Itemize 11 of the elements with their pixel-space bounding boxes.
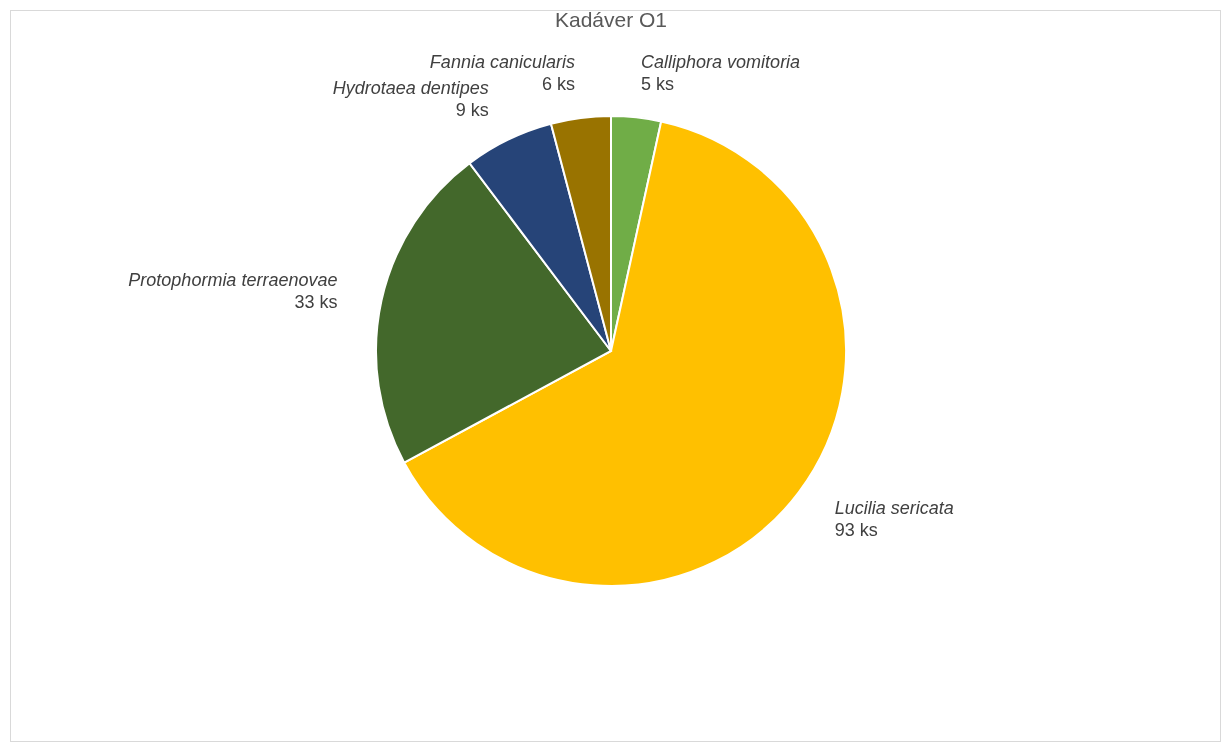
slice-label: Hydrotaea dentipes: [332, 78, 489, 99]
data-label: 5 ks: [641, 73, 675, 94]
slice-label: Lucilia sericata: [834, 498, 954, 519]
chart-title: Kadáver O1: [554, 8, 668, 31]
slice-label: Calliphora vomitoria: [641, 51, 801, 72]
data-label: 9 ks: [455, 100, 489, 121]
data-label: 33 ks: [294, 292, 338, 313]
data-label: 6 ks: [541, 74, 575, 95]
slice-label: Protophormia terraenovae: [128, 270, 338, 291]
data-label: 93 ks: [834, 520, 878, 541]
slice-label: Fannia canicularis: [429, 52, 575, 73]
